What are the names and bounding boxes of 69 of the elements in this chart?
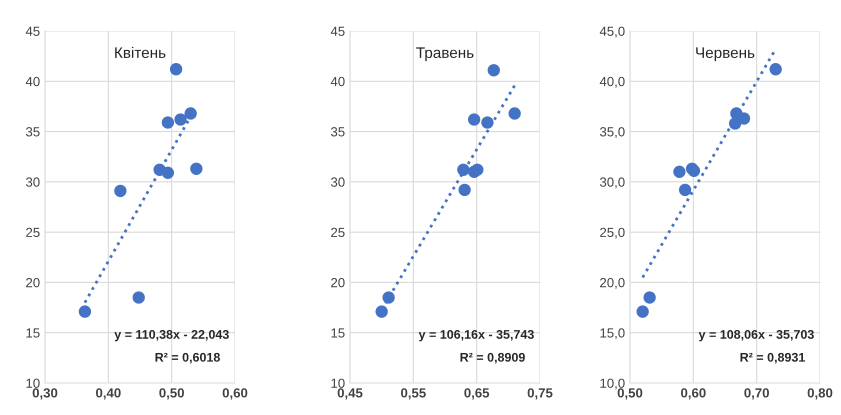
point bbox=[114, 184, 127, 198]
annotation: y = 106,16x - 35,743 bbox=[418, 330, 534, 342]
annotation: R² = 0,6018 bbox=[156, 352, 220, 364]
annotation: y = 110,38x - 22,043 bbox=[114, 330, 229, 342]
point bbox=[678, 184, 692, 196]
point bbox=[457, 164, 470, 176]
y-tick-label: 45 bbox=[26, 26, 40, 36]
point bbox=[471, 164, 484, 176]
x-tick-label: 0,70 bbox=[744, 388, 769, 400]
x-tick-label: 0,45 bbox=[338, 388, 362, 400]
y-tick-label: 15 bbox=[331, 328, 345, 338]
y-tick-label: 10,0 bbox=[600, 378, 625, 390]
y-tick-label: 35 bbox=[330, 127, 345, 136]
y-tick-label: 15 bbox=[26, 328, 40, 338]
y-tick-label: 45 bbox=[330, 26, 345, 36]
point bbox=[190, 162, 203, 175]
y-tick-label: 30,0 bbox=[600, 177, 625, 188]
point bbox=[770, 63, 782, 76]
x-tick-label: 0,80 bbox=[808, 388, 832, 400]
point bbox=[132, 291, 145, 304]
point bbox=[78, 305, 92, 318]
point bbox=[382, 291, 395, 304]
y-tick-label: 25,0 bbox=[600, 228, 625, 239]
y-tick-label: 25 bbox=[331, 228, 345, 238]
y-tick-label: 20 bbox=[331, 278, 345, 288]
x-tick-label: 0,60 bbox=[222, 388, 248, 400]
x-tick-label: 0,50 bbox=[618, 388, 642, 400]
y-tick-label: 10 bbox=[331, 378, 345, 388]
x-tick-label: 0,60 bbox=[681, 388, 706, 400]
text: Квітень bbox=[115, 46, 166, 58]
x-tick-label: 0,55 bbox=[401, 388, 426, 400]
x-tick-label: 0,75 bbox=[528, 388, 552, 400]
x-tick-label: 0,65 bbox=[464, 388, 490, 400]
point bbox=[184, 107, 197, 120]
y-tick-label: 35,0 bbox=[600, 127, 625, 138]
y-tick-label: 45,0 bbox=[600, 26, 625, 38]
point bbox=[643, 291, 656, 304]
y-tick-label: 35 bbox=[26, 127, 40, 136]
annotation: R² = 0,8909 bbox=[460, 352, 525, 364]
point bbox=[174, 113, 187, 126]
point bbox=[458, 184, 471, 196]
x-tick-label: 0,30 bbox=[32, 388, 58, 400]
y-tick-label: 40 bbox=[330, 76, 345, 86]
y-tick-label: 30 bbox=[26, 177, 40, 187]
text: Травень bbox=[416, 47, 474, 62]
y-tick-label: 30 bbox=[330, 177, 345, 187]
point bbox=[673, 166, 686, 178]
point bbox=[488, 64, 500, 76]
annotation: R² = 0,8931 bbox=[740, 352, 805, 364]
y-tick-label: 20,0 bbox=[600, 278, 625, 289]
point bbox=[508, 107, 521, 120]
x-tick-label: 0,50 bbox=[159, 388, 184, 400]
y-tick-label: 40,0 bbox=[600, 76, 625, 88]
point bbox=[468, 113, 480, 126]
y-tick-label: 25 bbox=[26, 228, 40, 238]
point bbox=[162, 116, 174, 129]
annotation: y = 108,06x - 35,703 bbox=[698, 330, 814, 342]
point bbox=[636, 305, 649, 318]
point bbox=[162, 166, 174, 179]
y-tick-label: 15,0 bbox=[600, 328, 625, 340]
point bbox=[481, 116, 494, 129]
point bbox=[170, 63, 182, 76]
point bbox=[738, 112, 750, 125]
point bbox=[376, 305, 388, 318]
y-tick-label: 40 bbox=[26, 76, 40, 86]
y-tick-label: 20 bbox=[26, 278, 40, 288]
y-tick-label: 10 bbox=[26, 378, 40, 388]
text: Червень bbox=[696, 47, 754, 62]
x-tick-label: 0,40 bbox=[96, 388, 121, 400]
